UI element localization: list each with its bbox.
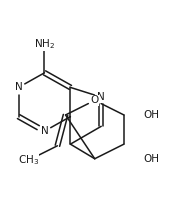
Text: NH$_2$: NH$_2$ xyxy=(34,37,55,51)
Text: OH: OH xyxy=(143,154,159,164)
Text: CH$_3$: CH$_3$ xyxy=(18,153,39,167)
Text: N: N xyxy=(15,82,22,92)
Text: N: N xyxy=(97,92,105,102)
Text: O: O xyxy=(91,95,99,105)
Text: N: N xyxy=(41,126,48,136)
Text: OH: OH xyxy=(143,110,159,120)
